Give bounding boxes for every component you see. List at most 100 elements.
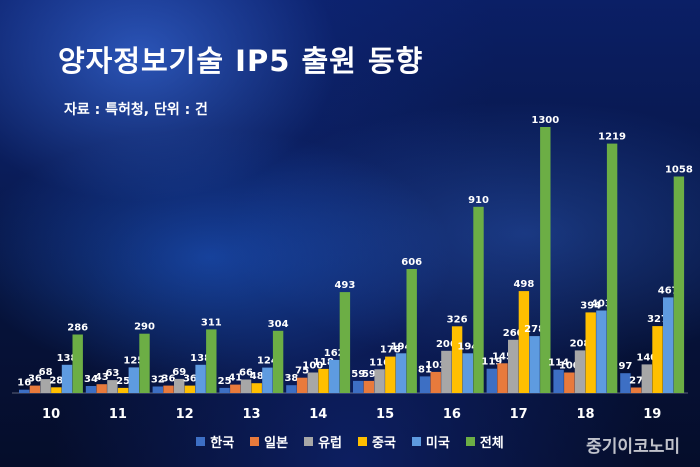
data-label-미국-10: 138: [57, 353, 78, 364]
data-label-전체-15: 606: [401, 257, 422, 268]
x-tick-label: 17: [510, 407, 528, 422]
bar-일본-16: [430, 371, 441, 393]
data-label-한국-14: 38: [284, 373, 298, 384]
legend-label: 중국: [372, 436, 396, 451]
data-label-일본-16: 103: [425, 360, 446, 371]
bar-일본-19: [630, 387, 642, 393]
x-tick-label: 13: [242, 407, 260, 422]
bar-한국-14: [286, 385, 297, 393]
legend-swatch: [196, 437, 206, 446]
bar-한국-15: [353, 380, 364, 393]
bar-한국-13: [219, 387, 230, 393]
legend-swatch: [304, 437, 314, 446]
data-label-유럽-14: 100: [302, 361, 323, 372]
legend-item-일본: 일본: [250, 432, 288, 451]
data-label-전체-19: 1058: [665, 165, 693, 176]
x-tick-label: 10: [42, 407, 60, 422]
data-label-미국-18: 403: [591, 299, 612, 310]
bar-일본-10: [29, 385, 41, 393]
bar-전체-10: [72, 334, 83, 393]
data-label-한국-10: 16: [17, 378, 31, 389]
legend-item-전체: 전체: [465, 432, 504, 451]
data-label-일본-19: 27: [629, 376, 643, 387]
data-label-한국-13: 25: [218, 376, 232, 387]
legend-label: 일본: [264, 436, 289, 451]
bar-미국-19: [663, 297, 674, 393]
bar-미국-10: [61, 364, 73, 393]
data-label-중국-13: 48: [250, 371, 264, 382]
data-label-중국-17: 498: [513, 279, 534, 290]
bar-유럽-10: [40, 379, 51, 393]
data-label-전체-12: 311: [201, 317, 222, 328]
bar-한국-12: [152, 386, 163, 393]
data-label-유럽-15: 116: [369, 357, 390, 368]
data-label-유럽-19: 140: [636, 352, 657, 363]
data-label-한국-18: 114: [548, 358, 569, 369]
legend-label: 전체: [479, 436, 504, 451]
data-label-미국-12: 138: [190, 353, 211, 364]
bar-일본-13: [230, 384, 241, 393]
bar-전체-14: [339, 292, 351, 393]
bar-일본-11: [96, 384, 107, 393]
bar-한국-11: [85, 386, 97, 393]
data-label-일본-14: 75: [295, 366, 309, 377]
data-label-일본-17: 145: [492, 351, 513, 362]
data-label-한국-15: 59: [351, 369, 365, 380]
data-label-전체-10: 286: [67, 323, 88, 334]
chart-subtitle: 자료 : 특허청, 단위 : 건: [64, 102, 208, 118]
x-tick-label: 14: [309, 407, 327, 422]
data-label-전체-11: 290: [134, 322, 155, 333]
bar-한국-16: [419, 376, 431, 393]
data-label-일본-11: 43: [95, 372, 109, 383]
data-label-일본-12: 36: [162, 374, 176, 385]
data-label-일본-10: 36: [28, 374, 42, 385]
x-tick-label: 11: [109, 407, 127, 422]
bar-미국-11: [128, 367, 139, 393]
data-label-미국-16: 194: [457, 341, 478, 352]
data-label-중국-14: 118: [313, 357, 334, 368]
data-label-한국-12: 32: [151, 375, 165, 386]
legend-swatch: [358, 437, 367, 446]
chart-legend: 한국 일본 유럽 중국 미국 전체: [0, 432, 700, 451]
data-label-중국-15: 178: [380, 345, 401, 356]
data-label-중국-12: 36: [183, 374, 197, 385]
legend-label: 한국: [210, 436, 235, 451]
data-label-중국-19: 327: [647, 314, 668, 325]
bar-유럽-13: [240, 379, 252, 393]
bar-미국-18: [596, 310, 607, 393]
chart-title: 양자정보기술 IP5 출원 동향: [58, 44, 424, 78]
bar-중국-19: [652, 326, 663, 393]
data-label-한국-19: 97: [618, 361, 632, 372]
bar-중국-11: [117, 387, 129, 393]
bar-일본-15: [363, 380, 375, 393]
legend-item-한국: 한국: [196, 432, 234, 451]
bar-중국-17: [518, 291, 530, 393]
bar-유럽-12: [174, 378, 185, 393]
data-label-미국-15: 194: [391, 341, 412, 352]
data-label-중국-18: 394: [580, 300, 601, 311]
bar-한국-10: [19, 389, 30, 393]
bar-유럽-11: [107, 380, 118, 393]
bar-전체-18: [606, 143, 618, 393]
data-label-유럽-13: 66: [239, 368, 253, 379]
bar-일본-14: [296, 377, 308, 393]
bar-미국-16: [462, 353, 473, 393]
x-tick-label: 12: [176, 407, 194, 422]
bar-유럽-19: [641, 364, 652, 393]
legend-swatch: [250, 437, 260, 446]
data-label-유럽-12: 69: [172, 367, 186, 378]
data-label-한국-17: 119: [481, 357, 502, 368]
bar-중국-18: [585, 312, 596, 393]
bar-전체-12: [206, 329, 217, 393]
data-label-일본-15: 59: [362, 369, 376, 380]
bar-일본-17: [497, 363, 508, 393]
data-label-유럽-11: 63: [105, 368, 119, 379]
bar-미국-13: [262, 367, 273, 393]
data-label-미국-19: 467: [658, 285, 679, 296]
legend-swatch: [465, 437, 475, 446]
data-label-중국-16: 326: [447, 314, 468, 325]
legend-item-유럽: 유럽: [304, 432, 342, 451]
data-label-미국-14: 162: [324, 348, 345, 359]
data-label-일본-18: 100: [559, 361, 580, 372]
bar-유럽-16: [441, 350, 452, 393]
